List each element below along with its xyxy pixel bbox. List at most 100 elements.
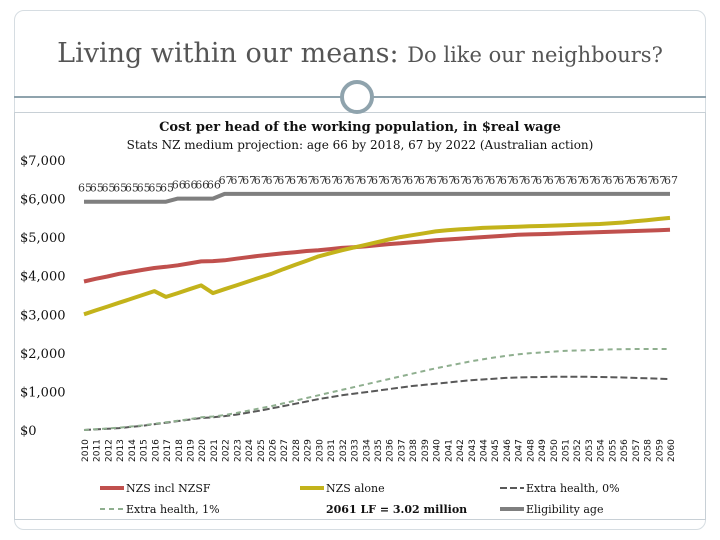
x-tick-label: 2036	[386, 439, 396, 462]
x-tick-label: 2015	[140, 439, 150, 462]
x-tick-label: 2055	[608, 439, 618, 462]
eligibility-age-label: 67	[406, 174, 420, 187]
x-tick-label: 2042	[456, 439, 466, 462]
eligibility-age-label: 67	[324, 174, 338, 187]
x-tick-label: 2054	[597, 439, 607, 462]
eligibility-age-label: 67	[266, 174, 280, 187]
x-tick-label: 2048	[526, 439, 536, 462]
eligibility-age-label: 67	[371, 174, 385, 187]
x-tick-label: 2044	[479, 439, 489, 462]
x-tick-label: 2040	[433, 439, 443, 462]
x-tick-label: 2016	[151, 439, 161, 462]
x-tick-label: 2022	[222, 439, 232, 462]
slide-title: Living within our means: Do like our nei…	[0, 38, 720, 69]
x-tick-label: 2038	[409, 439, 419, 462]
y-tick-label: $1,000	[20, 385, 66, 400]
x-tick-label: 2023	[233, 439, 243, 462]
eligibility-age-label: 67	[512, 174, 526, 187]
x-tick-label: 2047	[515, 439, 525, 462]
x-tick-label: 2045	[491, 439, 501, 462]
eligibility-age-label: 67	[488, 174, 502, 187]
eligibility-age-label: 67	[219, 174, 233, 187]
x-tick-label: 2043	[468, 439, 478, 462]
series-line-nzs-alone	[83, 215, 671, 317]
legend-label: Extra health, 1%	[126, 503, 220, 516]
eligibility-age-label: 65	[78, 182, 92, 195]
eligibility-age-label: 67	[605, 174, 619, 187]
chart-subtitle: Stats NZ medium projection: age 66 by 20…	[126, 138, 594, 152]
slide-title-sub: Do like our neighbours?	[407, 43, 663, 67]
series-line-nzs-incl-nzsf	[83, 227, 671, 284]
x-tick-label: 2056	[620, 439, 630, 462]
x-tick-label: 2026	[269, 439, 279, 462]
y-tick-label: $4,000	[20, 270, 66, 285]
eligibility-age-label: 67	[594, 174, 608, 187]
eligibility-age-label: 66	[207, 179, 221, 192]
x-tick-label: 2025	[257, 439, 267, 462]
eligibility-age-label: 65	[125, 182, 139, 195]
x-tick-label: 2041	[444, 439, 454, 462]
x-tick-label: 2027	[280, 439, 290, 462]
eligibility-age-label: 66	[172, 179, 186, 192]
eligibility-age-label: 67	[394, 174, 408, 187]
x-tick-label: 2012	[104, 439, 114, 462]
y-tick-label: $6,000	[20, 193, 66, 208]
x-tick-label: 2032	[339, 439, 349, 462]
x-tick-label: 2029	[304, 439, 314, 462]
x-tick-label: 2019	[186, 439, 196, 462]
eligibility-age-label: 67	[617, 174, 631, 187]
x-tick-label: 2014	[128, 439, 138, 462]
x-tick-label: 2030	[315, 439, 325, 462]
eligibility-age-label: 67	[641, 174, 655, 187]
x-tick-label: 2018	[175, 439, 185, 462]
x-tick-label: 2053	[585, 439, 595, 462]
slide-title-main: Living within our means:	[57, 38, 399, 69]
legend-label: Extra health, 0%	[526, 482, 620, 495]
eligibility-age-label: 67	[230, 174, 244, 187]
x-tick-label: 2059	[655, 439, 665, 462]
eligibility-age-label: 67	[242, 174, 256, 187]
x-tick-label: 2057	[632, 439, 642, 462]
eligibility-age-label: 67	[500, 174, 514, 187]
eligibility-age-label: 66	[183, 179, 197, 192]
x-tick-label: 2035	[374, 439, 384, 462]
x-tick-label: 2050	[550, 439, 560, 462]
chart-annotation: 2061 LF = 3.02 million	[326, 503, 467, 516]
x-tick-label: 2049	[538, 439, 548, 462]
eligibility-age-label: 67	[476, 174, 490, 187]
eligibility-age-label: 65	[160, 182, 174, 195]
x-tick-label: 2034	[362, 439, 372, 462]
eligibility-age-label: 66	[195, 179, 209, 192]
eligibility-age-label: 67	[441, 174, 455, 187]
x-tick-label: 2013	[116, 439, 126, 462]
eligibility-age-label: 67	[254, 174, 268, 187]
y-tick-label: $0	[20, 424, 37, 439]
x-tick-label: 2010	[81, 439, 91, 462]
x-tick-label: 2051	[562, 439, 572, 462]
eligibility-age-label: 67	[582, 174, 596, 187]
x-tick-label: 2046	[503, 439, 513, 462]
y-tick-label: $5,000	[20, 231, 66, 246]
eligibility-age-label: 67	[570, 174, 584, 187]
eligibility-age-label: 67	[277, 174, 291, 187]
eligibility-age-label: 67	[453, 174, 467, 187]
eligibility-age-label: 67	[359, 174, 373, 187]
x-tick-label: 2024	[245, 439, 255, 462]
eligibility-age-label: 67	[465, 174, 479, 187]
x-tick-label: 2020	[198, 439, 208, 462]
eligibility-age-label: 67	[430, 174, 444, 187]
eligibility-age-label: 67	[348, 174, 362, 187]
x-tick-label: 2031	[327, 439, 337, 462]
eligibility-age-label: 67	[523, 174, 537, 187]
eligibility-age-label: 65	[113, 182, 127, 195]
legend-label: NZS alone	[326, 482, 385, 495]
series-line-extra-health-1	[83, 348, 670, 431]
eligibility-age-label: 67	[535, 174, 549, 187]
eligibility-age-label: 67	[629, 174, 643, 187]
x-tick-label: 2017	[163, 439, 173, 462]
y-tick-label: $3,000	[20, 308, 66, 323]
x-tick-label: 2037	[397, 439, 407, 462]
x-tick-label: 2039	[421, 439, 431, 462]
legend-label: Eligibility age	[526, 503, 603, 516]
